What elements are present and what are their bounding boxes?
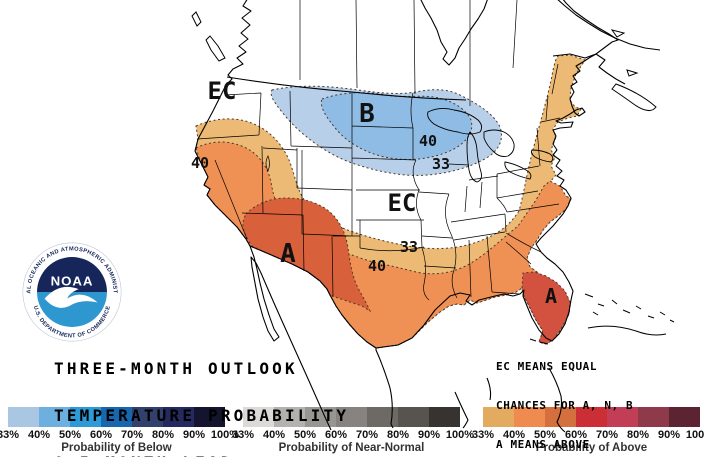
colorbar-segment	[429, 407, 460, 427]
colorbar-tick-label: 33%	[231, 429, 255, 441]
legend-line-3: A MEANS ABOVE	[496, 438, 590, 451]
legend-line-1: EC MEANS EQUAL	[496, 360, 598, 373]
colorbar-segment	[70, 407, 101, 427]
colorbar-segment	[163, 407, 194, 427]
colorbar-tick-label: 70%	[595, 429, 619, 441]
colorbar-caption: Probability of Above	[535, 442, 648, 454]
legend-line-2: CHANCES FOR A, N, B	[496, 399, 634, 412]
title-line-2: TEMPERATURE PROBABILITY	[54, 405, 350, 425]
colorbar-tick-label: 40%	[262, 429, 286, 441]
colorbar-tick-label: 33%	[471, 429, 495, 441]
colorbar-tick-label: 50%	[58, 429, 82, 441]
title-block: THREE-MONTH OUTLOOK TEMPERATURE PROBABIL…	[54, 330, 349, 457]
colorbar-caption: Probability of Near-Normal	[278, 442, 425, 454]
abbreviation-legend: EC MEANS EQUAL CHANCES FOR A, N, B A MEA…	[496, 334, 633, 457]
colorbar-tick-label: 100%	[210, 429, 240, 441]
colorbar-segment	[101, 407, 132, 427]
colorbar-tick-label: 50%	[293, 429, 317, 441]
colorbar-tick-label: 80%	[626, 429, 650, 441]
colorbar-segment	[367, 407, 398, 427]
colorbar-segment	[39, 407, 70, 427]
colorbar-tick-label: 70%	[355, 429, 379, 441]
colorbar-tick-label: 80%	[151, 429, 175, 441]
colorbar-segment	[8, 407, 39, 427]
colorbar-caption: Probability of Below	[61, 442, 172, 454]
colorbar-tick-label: 60%	[564, 429, 588, 441]
colorbar-tick-label: 80%	[386, 429, 410, 441]
noaa-logo: NATIONAL OCEANIC AND ATMOSPHERIC ADMINIS…	[20, 240, 122, 342]
colorbar-tick-label: 90%	[182, 429, 206, 441]
colorbar-segment	[398, 407, 429, 427]
colorbar-tick-label: 90%	[657, 429, 681, 441]
colorbar-tick-label: 70%	[120, 429, 144, 441]
colorbar-tick-label: 100%	[685, 429, 704, 441]
title-line-3: 0.5 MONTH LEAD	[54, 454, 349, 457]
title-line-1: THREE-MONTH OUTLOOK	[54, 359, 298, 379]
colorbar-tick-label: 90%	[417, 429, 441, 441]
colorbar-tick-label: 40%	[27, 429, 51, 441]
colorbar-tick-label: 60%	[324, 429, 348, 441]
noaa-seagull-icon	[44, 286, 98, 308]
noaa-logo-sky-half	[37, 257, 107, 292]
colorbar-segment	[669, 407, 700, 427]
colorbar-segment	[336, 407, 367, 427]
colorbar-segment	[132, 407, 163, 427]
colorbar-segment	[638, 407, 669, 427]
colorbar-tick-label: 100%	[445, 429, 475, 441]
colorbar-tick-label: 33%	[0, 429, 20, 441]
colorbar-tick-label: 60%	[89, 429, 113, 441]
noaa-logo-word: NOAA	[51, 273, 94, 288]
